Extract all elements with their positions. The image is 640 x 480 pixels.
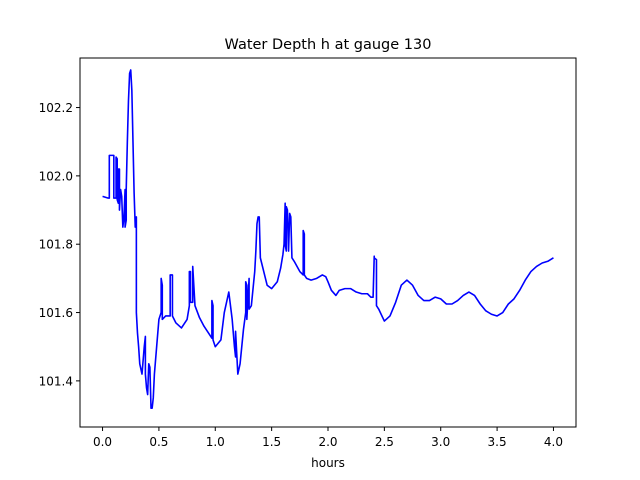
x-tick-label: 1.5 [262, 435, 281, 449]
x-tick-label: 1.0 [206, 435, 225, 449]
series-line-layer [102, 69, 554, 410]
y-tick-label: 101.8 [39, 238, 73, 252]
x-tick-label: 2.5 [375, 435, 394, 449]
x-axis: 0.0 0.5 1.0 1.5 2.0 2.5 3.0 3.5 4.0 [93, 427, 563, 449]
chart-title: Water Depth h at gauge 130 [225, 37, 432, 53]
series-line [102, 69, 554, 410]
y-tick-label: 102.2 [39, 101, 73, 115]
y-tick-label: 101.6 [39, 306, 73, 320]
x-tick-label: 3.5 [488, 435, 507, 449]
x-tick-label: 4.0 [544, 435, 563, 449]
y-tick-label: 101.4 [39, 374, 73, 388]
y-tick-label: 102.0 [39, 169, 73, 183]
x-tick-label: 3.0 [431, 435, 450, 449]
x-tick-label: 2.0 [318, 435, 337, 449]
x-axis-label: hours [311, 456, 345, 470]
x-tick-label: 0.0 [93, 435, 112, 449]
x-tick-label: 0.5 [149, 435, 168, 449]
y-axis: 101.4 101.6 101.8 102.0 102.2 [39, 101, 80, 388]
